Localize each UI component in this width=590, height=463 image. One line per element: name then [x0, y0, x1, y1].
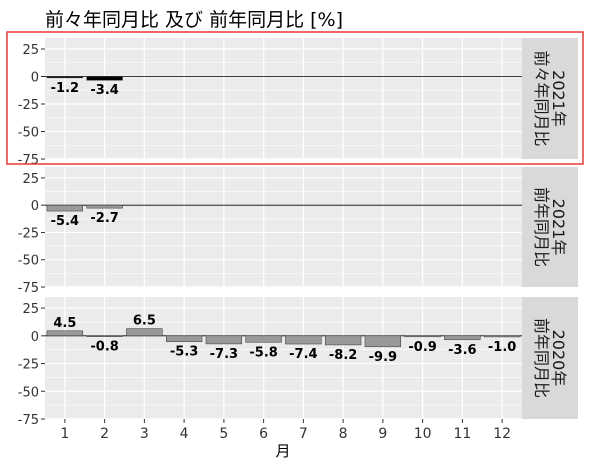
x-tick-label: 6	[259, 426, 268, 442]
y-tick-label: 25	[22, 172, 39, 187]
x-tick-label: 2	[100, 426, 109, 442]
facet-strip-label: 2021年前年同月比	[532, 187, 568, 267]
data-label: -7.3	[210, 347, 238, 362]
y-tick-label: -50	[18, 126, 39, 141]
y-tick-label: -50	[18, 254, 39, 269]
x-tick-label: 3	[140, 426, 149, 442]
y-tick-label: 0	[31, 71, 39, 86]
bar	[86, 204, 123, 209]
x-tick-label: 7	[299, 426, 308, 442]
panel-background	[45, 38, 522, 159]
bar	[404, 335, 441, 338]
data-label: -0.8	[90, 340, 118, 355]
bar	[46, 330, 84, 337]
y-tick-label: -75	[18, 153, 39, 168]
bar	[285, 335, 322, 345]
panel-background	[45, 167, 522, 287]
data-label: -5.8	[249, 345, 277, 360]
chart-title: 前々年同月比 及び 前年同月比 [%]	[45, 9, 343, 31]
bar	[46, 204, 84, 212]
x-tick-label: 12	[493, 426, 511, 442]
data-label: -0.9	[408, 340, 436, 355]
facet-strip	[522, 38, 578, 159]
facet-strip-label-line-1: 2021年	[549, 199, 568, 256]
bar	[126, 328, 163, 337]
data-label: 4.5	[53, 316, 76, 331]
bar	[46, 76, 84, 79]
bar	[444, 335, 481, 341]
facet-panel-2: 25 0 -25 -50 -75 -5.4 -2.7 2021年前年同月比	[18, 167, 578, 296]
facet-strip-label-line-2: 前年同月比	[532, 318, 551, 398]
x-axis: 1 2 3 4 5 6 7 8 9 10 11 12	[60, 419, 511, 442]
facet-strip-label: 2020年前年同月比	[532, 318, 568, 398]
y-tick-label: -25	[18, 226, 39, 241]
data-label: 6.5	[133, 314, 156, 329]
data-label: -7.4	[289, 347, 317, 362]
y-tick-label: -25	[18, 98, 39, 113]
data-label: -8.2	[329, 348, 357, 363]
data-label: -3.6	[448, 343, 476, 358]
data-label: -3.4	[90, 83, 118, 98]
facet-panel-1: 25 0 -25 -50 -75 -1.2 -3.4 2021年前々年同月比	[6, 31, 584, 168]
x-axis-label: 月	[275, 442, 290, 460]
facet-strip-label-line-2: 前々年同月比	[532, 50, 551, 146]
y-tick-label: 0	[31, 199, 39, 214]
facet-strip-label-line-1: 2020年	[549, 330, 568, 387]
y-tick-label: -75	[18, 413, 39, 428]
x-tick-label: 1	[60, 426, 69, 442]
bar	[205, 335, 243, 345]
panel-background	[45, 297, 522, 419]
data-label: -1.0	[488, 340, 516, 355]
facet-strip	[522, 297, 578, 419]
facet-panel-3: 25 0 -25 -50 -75 4.5 -0.8 6.5 -5.3 -7.3 -5.8 -7.4 -8…	[18, 297, 578, 428]
bar	[483, 335, 521, 338]
y-tick-label: 0	[31, 330, 39, 345]
x-tick-label: 9	[378, 426, 387, 442]
bar	[324, 335, 362, 346]
panels: 250-25-50-75-1.2 -3.4 2021年前々年同月比250-25-50…	[6, 31, 584, 428]
bar	[86, 76, 123, 81]
data-label: -9.9	[369, 350, 397, 365]
x-tick-label: 4	[180, 426, 189, 442]
data-label: -5.3	[170, 345, 198, 360]
data-label: -5.4	[51, 214, 79, 229]
x-tick-label: 10	[414, 426, 432, 442]
data-label: -2.7	[90, 211, 118, 226]
bar	[245, 335, 282, 343]
facet-strip-label: 2021年前々年同月比	[532, 50, 568, 146]
x-tick-label: 11	[453, 426, 471, 442]
facet-strip-label-line-1: 2021年	[549, 70, 568, 127]
y-tick-label: -50	[18, 385, 39, 400]
y-tick-label: 25	[22, 43, 39, 58]
bar	[86, 335, 123, 337]
facet-strip	[522, 167, 578, 287]
x-tick-label: 8	[339, 426, 348, 442]
x-tick-label: 5	[219, 426, 228, 442]
facet-strip-label-line-2: 前年同月比	[532, 187, 551, 267]
y-tick-label: 25	[22, 302, 39, 317]
data-label: -1.2	[51, 81, 79, 96]
bar	[364, 335, 402, 348]
highlight-frame	[6, 31, 584, 165]
y-tick-label: -25	[18, 358, 39, 373]
y-tick-label: -75	[18, 281, 39, 296]
bar	[165, 335, 203, 342]
